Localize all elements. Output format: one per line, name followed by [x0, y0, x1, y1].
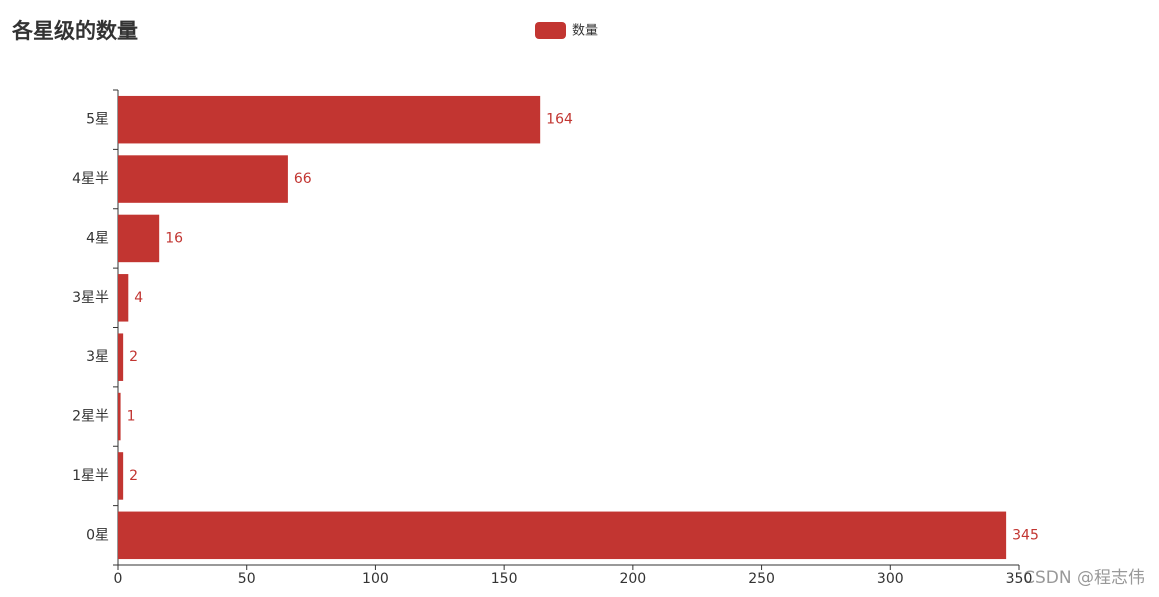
- y-tick-label: 4星: [86, 230, 109, 246]
- x-tick-label: 150: [491, 571, 518, 587]
- watermark: CSDN @程志伟: [1023, 568, 1145, 588]
- bar: [118, 155, 288, 203]
- legend-label: 数量: [572, 24, 598, 39]
- value-label: 164: [546, 112, 573, 128]
- bar: [118, 333, 124, 381]
- y-tick-label: 3星半: [72, 290, 109, 306]
- x-tick-label: 250: [748, 571, 775, 587]
- y-tick-label: 0星: [86, 527, 109, 543]
- x-tick-label: 50: [238, 571, 256, 587]
- value-label: 4: [134, 290, 143, 306]
- value-label: 2: [129, 468, 138, 484]
- x-tick-label: 200: [619, 571, 646, 587]
- value-label: 2: [129, 349, 138, 365]
- value-label: 16: [165, 230, 183, 246]
- x-tick-label: 350: [1006, 571, 1033, 587]
- value-label: 1: [127, 409, 136, 425]
- y-tick-label: 1星半: [72, 468, 109, 484]
- x-tick-label: 100: [362, 571, 389, 587]
- y-tick-label: 4星半: [72, 171, 109, 187]
- bar: [118, 452, 124, 500]
- y-tick-label: 3星: [86, 349, 109, 365]
- bar: [118, 511, 1007, 560]
- legend-swatch: [535, 22, 566, 39]
- y-tick-label: 2星半: [72, 409, 109, 425]
- value-label: 66: [294, 171, 312, 187]
- chart-title: 各星级的数量: [11, 19, 138, 43]
- bar: [118, 95, 541, 144]
- value-label: 345: [1012, 527, 1039, 543]
- x-tick-label: 0: [114, 571, 123, 587]
- y-tick-label: 5星: [86, 112, 109, 128]
- bar: [118, 274, 129, 322]
- x-tick-label: 300: [877, 571, 904, 587]
- bar: [118, 392, 121, 441]
- bar: [118, 214, 160, 263]
